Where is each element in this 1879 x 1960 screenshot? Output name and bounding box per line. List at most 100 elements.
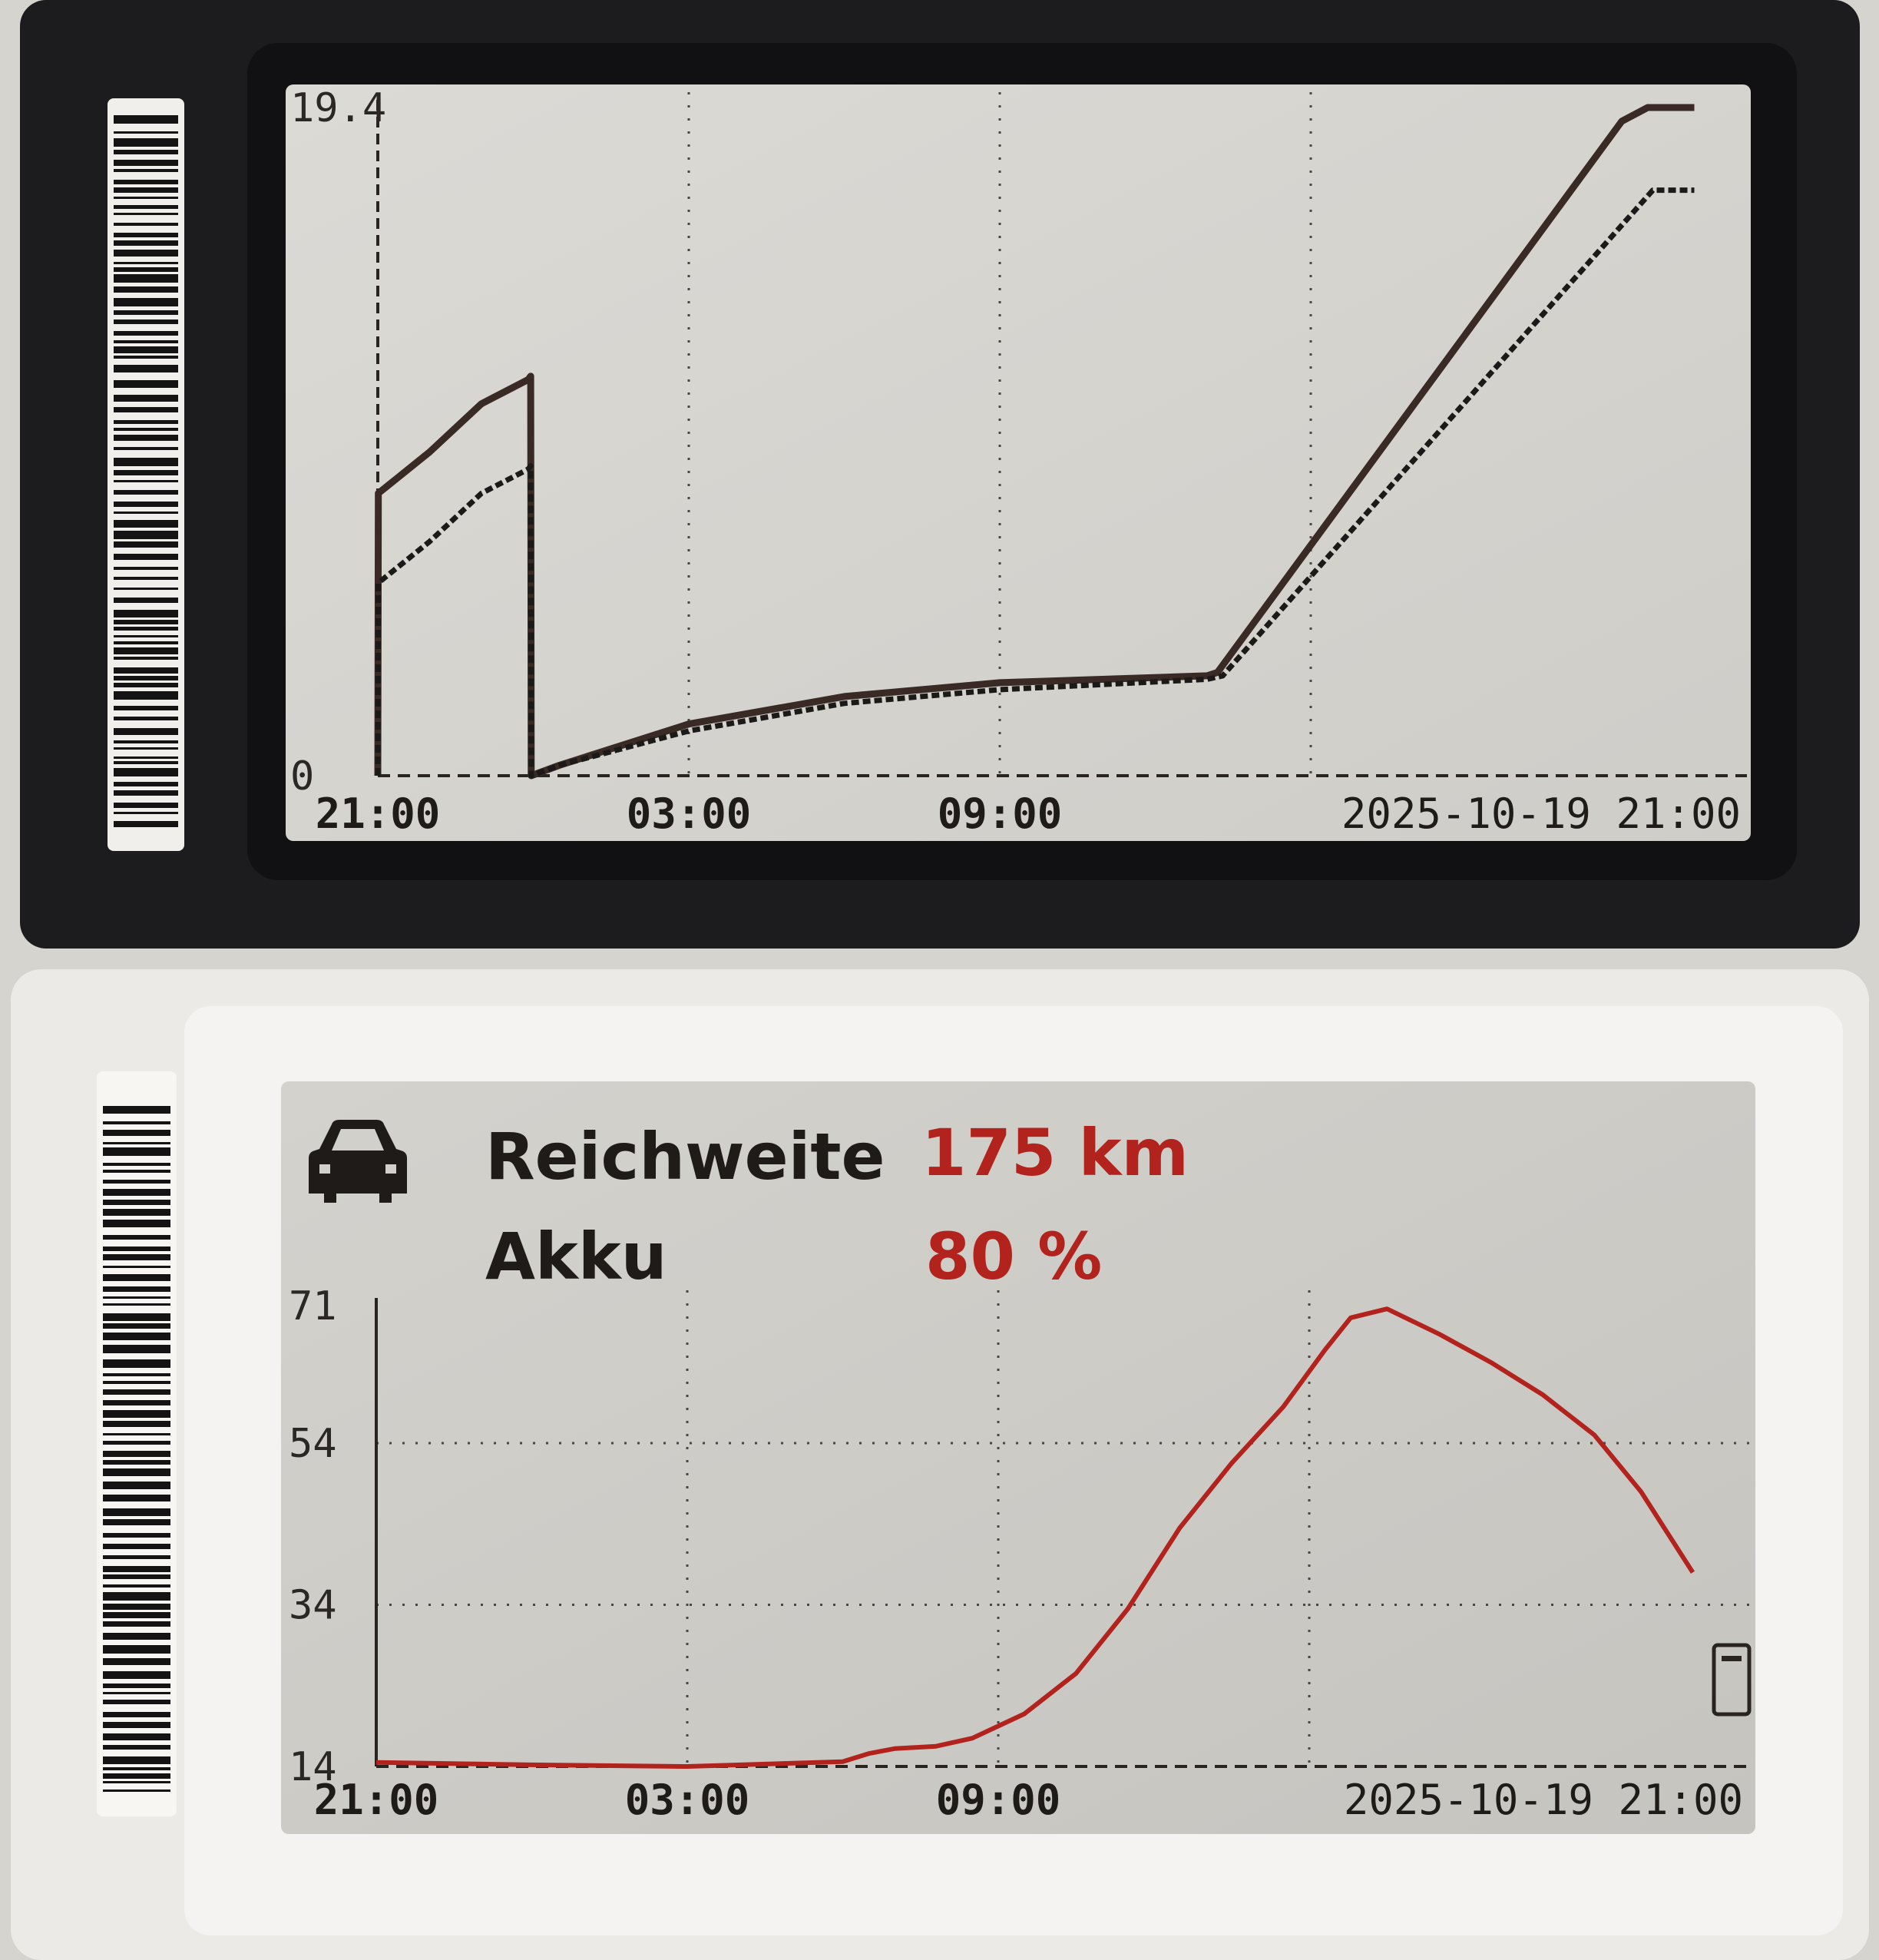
barcode-bar bbox=[114, 407, 178, 412]
barcode-bar bbox=[114, 240, 178, 246]
barcode-bar bbox=[103, 1130, 170, 1136]
barcode-bar bbox=[114, 262, 178, 264]
barcode-bar bbox=[103, 1645, 170, 1654]
barcode-bar bbox=[103, 1163, 170, 1166]
barcode-bar bbox=[114, 502, 178, 507]
barcode-bar bbox=[103, 1381, 170, 1384]
barcode-bar bbox=[114, 480, 178, 482]
barcode-bar bbox=[103, 1684, 170, 1688]
barcode-bar bbox=[114, 274, 178, 283]
y-tick-label: 0 bbox=[290, 753, 314, 800]
barcode-bar bbox=[103, 1220, 170, 1227]
barcode-bar bbox=[114, 747, 178, 750]
barcode-bar bbox=[114, 298, 178, 306]
barcode-bar bbox=[114, 554, 178, 560]
barcode-bar bbox=[103, 1170, 170, 1173]
barcode-bar bbox=[114, 598, 178, 603]
barcode-bar bbox=[103, 1612, 170, 1618]
barcode-bar bbox=[114, 395, 178, 402]
barcode-bar bbox=[114, 812, 178, 814]
barcode-bar bbox=[103, 1106, 170, 1114]
barcode-bar bbox=[103, 1592, 170, 1601]
barcode-bar bbox=[103, 1441, 170, 1445]
barcode-bar bbox=[114, 821, 178, 827]
barcode-bar bbox=[103, 1508, 170, 1516]
barcode-bar bbox=[103, 1286, 170, 1292]
barcode-bar bbox=[114, 520, 178, 528]
barcode-bar bbox=[103, 1147, 170, 1156]
barcode-bar bbox=[114, 365, 178, 372]
barcode-bar bbox=[114, 782, 178, 786]
series-line bbox=[375, 187, 1695, 779]
barcode-bar bbox=[103, 1566, 170, 1572]
barcode-bar bbox=[114, 577, 178, 580]
top-barcode bbox=[114, 115, 178, 827]
barcode-bar bbox=[103, 1712, 170, 1717]
barcode-bar bbox=[114, 470, 178, 475]
barcode-bar bbox=[103, 1200, 170, 1205]
barcode-bar bbox=[114, 717, 178, 720]
barcode-bar bbox=[114, 541, 178, 548]
barcode-bar bbox=[103, 1621, 170, 1627]
barcode-bar bbox=[114, 428, 178, 431]
barcode-bar bbox=[114, 706, 178, 710]
barcode-bar bbox=[103, 1313, 170, 1321]
series-line bbox=[374, 104, 1695, 780]
barcode-bar bbox=[103, 1544, 170, 1549]
barcode-bar bbox=[114, 635, 178, 637]
barcode-bar bbox=[103, 1495, 170, 1501]
barcode-bar bbox=[114, 213, 178, 215]
barcode-bar bbox=[103, 1781, 170, 1783]
barcode-bar bbox=[103, 1247, 170, 1251]
series-line bbox=[375, 1306, 1695, 1769]
barcode-bar bbox=[114, 676, 178, 680]
barcode-bar bbox=[114, 187, 178, 193]
barcode-bar bbox=[114, 627, 178, 631]
barcode-bar bbox=[114, 512, 178, 514]
barcode-bar bbox=[103, 1767, 170, 1770]
barcode-bar bbox=[114, 115, 178, 124]
y-tick-label: 34 bbox=[289, 1582, 337, 1628]
barcode-bar bbox=[103, 1460, 170, 1465]
barcode-bar bbox=[103, 1266, 170, 1268]
barcode-bar bbox=[103, 1254, 170, 1260]
barcode-bar bbox=[114, 331, 178, 336]
y-tick-label: 54 bbox=[289, 1421, 337, 1467]
barcode-bar bbox=[114, 286, 178, 293]
barcode-bar bbox=[114, 790, 178, 796]
barcode-bar bbox=[103, 1209, 170, 1216]
barcode-bar bbox=[103, 1692, 170, 1694]
barcode-bar bbox=[103, 1633, 170, 1640]
barcode-bar bbox=[103, 1433, 170, 1435]
barcode-bar bbox=[114, 728, 178, 735]
x-tick-label: 21:00 bbox=[316, 790, 441, 838]
barcode-bar bbox=[103, 1604, 170, 1610]
barcode-bar bbox=[103, 1700, 170, 1704]
barcode-bar bbox=[114, 757, 178, 759]
barcode-bar bbox=[114, 138, 178, 147]
barcode-bar bbox=[114, 567, 178, 570]
barcode-bar bbox=[114, 768, 178, 776]
barcode-bar bbox=[114, 740, 178, 743]
barcode-bar bbox=[114, 319, 178, 324]
barcode-bar bbox=[103, 1555, 170, 1559]
y-tick-label: 19.4 bbox=[290, 85, 386, 131]
barcode-bar bbox=[103, 1421, 170, 1427]
barcode-bar bbox=[114, 620, 178, 624]
bottom-barcode bbox=[103, 1106, 170, 1792]
barcode-bar bbox=[103, 1789, 170, 1792]
x-tick-label: 2025-10-19 21:00 bbox=[1341, 790, 1741, 838]
barcode-bar bbox=[103, 1389, 170, 1395]
barcode-bar bbox=[114, 346, 178, 353]
barcode-bar bbox=[114, 223, 178, 226]
barcode-bar bbox=[103, 1482, 170, 1489]
barcode-bar bbox=[114, 233, 178, 237]
x-tick-label: 03:00 bbox=[627, 790, 752, 838]
barcode-bar bbox=[114, 380, 178, 388]
barcode-bar bbox=[103, 1519, 170, 1525]
barcode-bar bbox=[103, 1345, 170, 1353]
barcode-bar bbox=[114, 310, 178, 315]
barcode-bar bbox=[103, 1671, 170, 1679]
y-tick-label: 71 bbox=[289, 1283, 337, 1329]
